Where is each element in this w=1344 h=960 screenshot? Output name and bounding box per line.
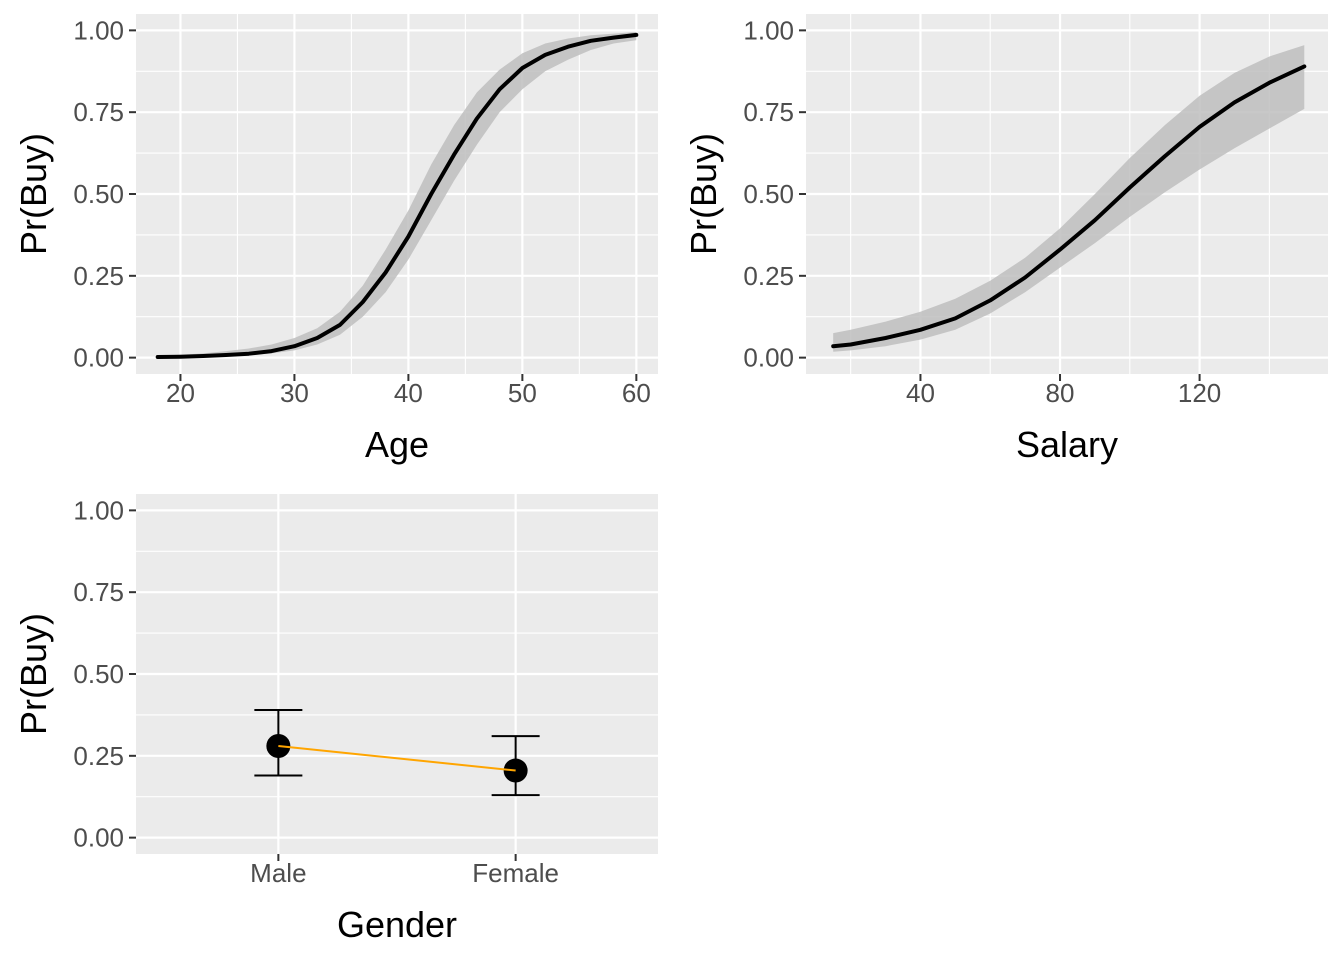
x-tick-label: Female — [472, 858, 559, 888]
x-tick-label: 40 — [906, 378, 935, 408]
x-tick-label: 50 — [508, 378, 537, 408]
x-tick-label: 80 — [1046, 378, 1075, 408]
y-tick-label: 1.00 — [743, 15, 794, 45]
y-tick-label: 0.00 — [743, 343, 794, 373]
connector-line — [278, 745, 516, 772]
y-tick-label: 0.25 — [73, 261, 124, 291]
y-tick-label: 0.75 — [73, 97, 124, 127]
age-effect-panel: 0.00 0.25 0.50 0.75 1.00 20 30 40 50 60 Age Pr(Buy) — [13, 14, 658, 465]
x-axis-title: Age — [365, 424, 429, 465]
x-tick-label: 120 — [1178, 378, 1221, 408]
effect-line — [831, 64, 1307, 349]
salary-effect-panel: 0.00 0.25 0.50 0.75 1.00 40 80 120 Salary Pr(Buy) — [683, 14, 1328, 465]
y-tick-label: 0.50 — [73, 659, 124, 689]
y-tick-label: 0.75 — [73, 577, 124, 607]
x-tick-label: 60 — [622, 378, 651, 408]
y-tick-label: 0.00 — [73, 823, 124, 853]
y-tick-label: 0.50 — [743, 179, 794, 209]
x-tick-label: 20 — [166, 378, 195, 408]
x-axis-title: Gender — [337, 904, 457, 945]
y-axis-title: Pr(Buy) — [13, 133, 54, 255]
y-tick-label: 0.00 — [73, 343, 124, 373]
y-axis-title: Pr(Buy) — [13, 613, 54, 735]
confidence-band — [833, 45, 1305, 352]
x-tick-label: 40 — [394, 378, 423, 408]
y-tick-label: 0.25 — [73, 741, 124, 771]
y-tick-label: 1.00 — [73, 495, 124, 525]
y-tick-label: 0.75 — [743, 97, 794, 127]
y-tick-label: 1.00 — [73, 15, 124, 45]
y-axis-title: Pr(Buy) — [683, 133, 724, 255]
x-tick-label: Male — [250, 858, 306, 888]
y-tick-label: 0.50 — [73, 179, 124, 209]
gender-effect-panel: 0.00 0.25 0.50 0.75 1.00 Male Female Gender Pr(B… — [13, 494, 658, 945]
x-tick-label: 30 — [280, 378, 309, 408]
effect-line — [155, 32, 639, 359]
y-tick-label: 0.25 — [743, 261, 794, 291]
x-axis-title: Salary — [1016, 424, 1118, 465]
